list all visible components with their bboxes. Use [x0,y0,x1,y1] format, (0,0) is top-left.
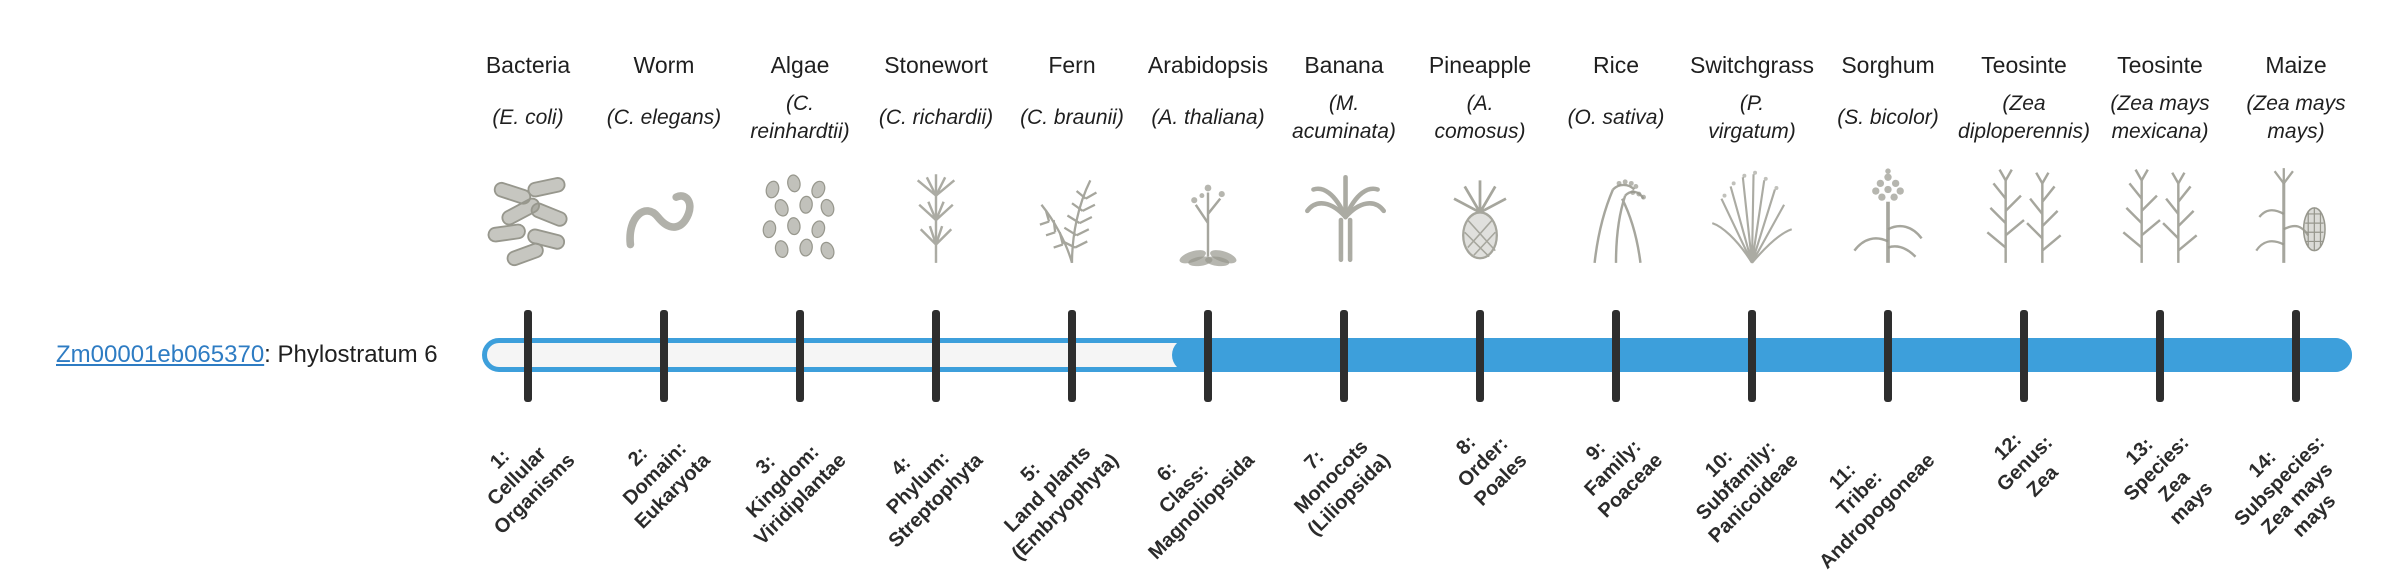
phylostratum-tick [2292,310,2300,402]
phylostratum-tick [932,310,940,402]
organism-common-name: Pineapple [1428,52,1532,78]
organism-column: Algae (C. reinhardtii) [715,52,885,275]
gene-phylostratum-text: : Phylostratum 6 [264,341,438,368]
phylostratum-tick [1340,310,1348,402]
organism-column: Sorghum (S. bicolor) [1803,52,1973,275]
organism-scientific-name: (Zea mays mexicana) [2110,91,2210,143]
organism-common-name: Fern [1048,52,1096,78]
organism-column: Rice (O. sativa) [1531,52,1701,275]
organism-scientific-name: (E. coli) [492,105,564,129]
phylostratum-tick [1748,310,1756,402]
phylostratum-tick [1204,310,1212,402]
phylostratum-tick [2156,310,2164,402]
phylostratum-tick [796,310,804,402]
phylostratum-tick [1612,310,1620,402]
stonewort-icon [851,159,1021,275]
phylostratum-tick [2020,310,2028,402]
organism-common-name: Rice [1592,52,1639,78]
timeline-fill [1172,338,2352,372]
rice-icon [1531,159,1701,275]
organism-scientific-name: (O. sativa) [1567,105,1665,129]
organism-common-name: Worm [633,52,695,78]
organism-scientific-name: (M. acuminata) [1292,91,1396,143]
bacteria-icon [443,159,613,275]
phylostratum-tick [1476,310,1484,402]
organism-column: Worm (C. elegans) [579,52,749,275]
organism-scientific-name: (Zea mays mays) [2246,91,2346,143]
organism-scientific-name: (S. bicolor) [1837,105,1939,129]
algae-icon [715,159,885,275]
phylostratum-tick [524,310,532,402]
organism-scientific-name: (Zea diploperennis) [1958,91,2090,143]
organism-common-name: Teosinte [1981,52,2067,78]
maize-icon [2211,159,2381,275]
organism-scientific-name: (C. braunii) [1020,105,1124,129]
organism-common-name: Teosinte [2117,52,2203,78]
gene-id-link[interactable]: Zm00001eb065370 [56,341,265,368]
organism-column: Maize (Zea mays mays) [2211,52,2381,275]
organism-column: Arabidopsis (A. thaliana) [1123,52,1293,275]
worm-icon [579,159,749,275]
organism-column: Bacteria (E. coli) [443,52,613,275]
organism-scientific-name: (A. comosus) [1434,91,1526,143]
organism-scientific-name: (P. virgatum) [1708,91,1796,143]
organism-common-name: Algae [770,52,830,78]
teosinte-icon [1939,159,2109,275]
organism-common-name: Banana [1304,52,1384,78]
phylostratum-tick [1884,310,1892,402]
organism-column: Pineapple (A. comosus) [1395,52,1565,275]
phylostratum-tick [1068,310,1076,402]
organism-column: Switchgrass (P. virgatum) [1667,52,1837,275]
organism-column: Stonewort (C. richardii) [851,52,1021,275]
pineapple-icon [1395,159,1565,275]
organism-scientific-name: (C. reinhardtii) [750,91,850,143]
sorghum-icon [1803,159,1973,275]
arabidopsis-icon [1123,159,1293,275]
organism-common-name: Stonewort [884,52,988,78]
organism-common-name: Sorghum [1841,52,1935,78]
organism-column: Fern (C. braunii) [987,52,1157,275]
gene-label: Zm00001eb065370: Phylostratum 6 [56,341,438,369]
teosinte-icon [2075,159,2245,275]
organism-common-name: Switchgrass [1690,52,1814,78]
organism-common-name: Maize [2265,52,2327,78]
organism-scientific-name: (A. thaliana) [1151,105,1265,129]
organism-scientific-name: (C. richardii) [878,105,994,129]
organism-common-name: Bacteria [485,52,571,78]
fern-icon [987,159,1157,275]
organism-column: Banana (M. acuminata) [1259,52,1429,275]
organism-scientific-name: (C. elegans) [606,105,722,129]
banana-icon [1259,159,1429,275]
organism-common-name: Arabidopsis [1147,52,1269,78]
switchgrass-icon [1667,159,1837,275]
phylostratum-tick [660,310,668,402]
organism-column: Teosinte (Zea mays mexicana) [2075,52,2245,275]
organism-column: Teosinte (Zea diploperennis) [1939,52,2109,275]
